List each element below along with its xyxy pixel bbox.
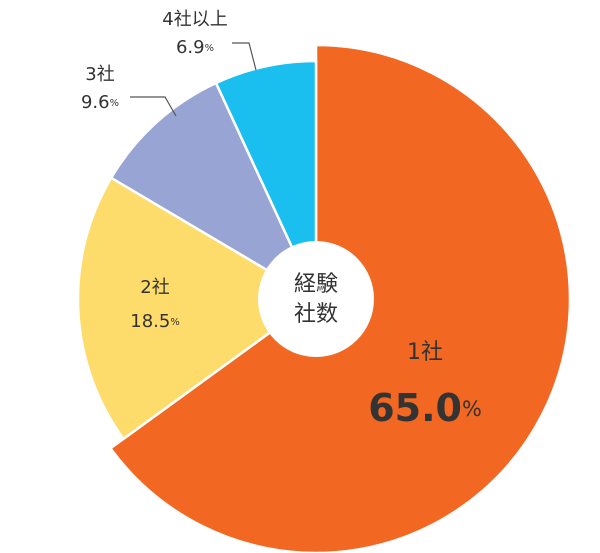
pie-slice bbox=[76, 176, 319, 441]
value-label: 6.9% bbox=[176, 37, 214, 58]
center-label: 経験 bbox=[294, 272, 338, 297]
center-label: 社数 bbox=[294, 302, 338, 327]
slice-label: 2社 bbox=[140, 277, 169, 298]
slice-label: 1社 bbox=[407, 340, 443, 365]
pie-slice bbox=[214, 59, 318, 300]
center-hole bbox=[258, 241, 374, 357]
slice-label: 4社以上 bbox=[162, 9, 227, 30]
pie-slice bbox=[109, 81, 319, 303]
leader-line bbox=[232, 42, 257, 71]
value-label: 18.5% bbox=[130, 311, 179, 332]
value-label: 9.6% bbox=[81, 92, 119, 113]
leader-line bbox=[130, 96, 177, 117]
value-label: 65.0% bbox=[368, 386, 482, 430]
slice-label: 3社 bbox=[85, 64, 114, 85]
